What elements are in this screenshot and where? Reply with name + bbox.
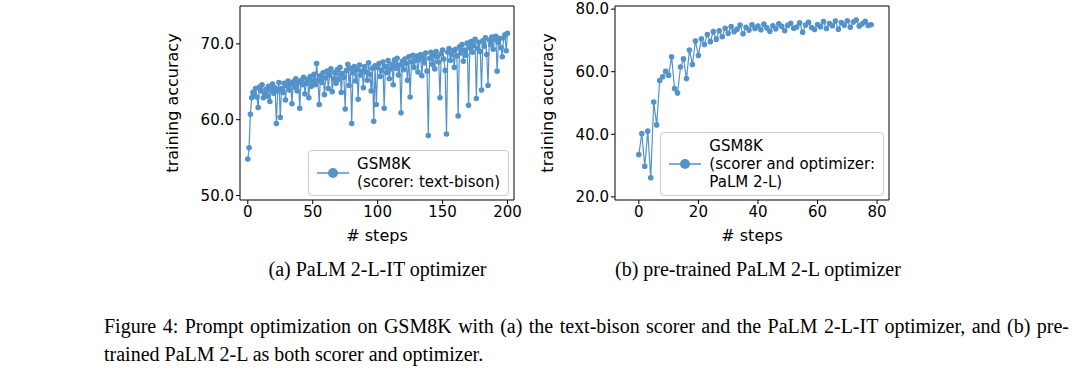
svg-text:training accuracy: training accuracy (163, 33, 182, 172)
svg-text:training accuracy: training accuracy (538, 33, 557, 172)
svg-text:20.0: 20.0 (576, 188, 609, 206)
svg-text:80: 80 (868, 203, 887, 221)
html-text:Figure 4: Prompt optimization: Figure 4: Prompt optimization on GSM8K w… (104, 315, 1069, 365)
svg-text:60: 60 (808, 203, 827, 221)
html-text:(scorer and optimizer:: (scorer and optimizer: (709, 155, 875, 173)
svg-text:40: 40 (748, 203, 767, 221)
svg-text:100: 100 (363, 203, 392, 221)
svg-text:20: 20 (689, 203, 708, 221)
svg-text:150: 150 (428, 203, 457, 221)
html-text:PaLM 2-L): PaLM 2-L) (709, 173, 783, 191)
svg-text:70.0: 70.0 (201, 35, 234, 53)
svg-text:# steps: # steps (346, 226, 407, 245)
svg-text:0: 0 (243, 203, 253, 221)
svg-text:60.0: 60.0 (201, 111, 234, 129)
html-text:GSM8K: GSM8K (357, 155, 411, 173)
svg-text:60.0: 60.0 (576, 63, 609, 81)
html-text:(b) pre-trained PaLM 2-L optim: (b) pre-trained PaLM 2-L optimizer (615, 258, 901, 280)
svg-text:# steps: # steps (721, 226, 782, 245)
svg-text:80.0: 80.0 (576, 0, 609, 18)
html-text:(scorer: text-bison): (scorer: text-bison) (357, 173, 500, 191)
html-text:(a) PaLM 2-L-IT optimizer: (a) PaLM 2-L-IT optimizer (268, 258, 487, 280)
svg-text:0: 0 (634, 203, 644, 221)
html-text:GSM8K: GSM8K (709, 137, 763, 155)
svg-text:50.0: 50.0 (201, 187, 234, 205)
svg-text:40.0: 40.0 (576, 126, 609, 144)
svg-text:50: 50 (303, 203, 322, 221)
svg-text:200: 200 (493, 203, 522, 221)
